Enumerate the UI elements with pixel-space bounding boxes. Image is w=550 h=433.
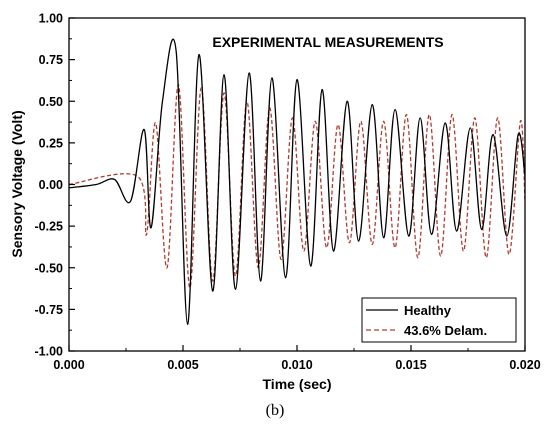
series-healthy-line xyxy=(69,38,525,326)
y-tick-label: 0.25 xyxy=(39,136,63,150)
x-tick-label: 0.015 xyxy=(395,358,426,372)
series-delam-line xyxy=(69,83,525,289)
x-tick-label: 0.010 xyxy=(281,358,312,372)
y-tick-label: -0.75 xyxy=(35,303,64,317)
y-tick-label: 0.75 xyxy=(39,53,63,67)
legend: Healthy 43.6% Delam. xyxy=(361,297,517,343)
legend-label-healthy: Healthy xyxy=(404,303,452,318)
legend-label-delam: 43.6% Delam. xyxy=(404,323,487,338)
x-tick-label: 0.000 xyxy=(53,358,84,372)
x-tick-label: 0.005 xyxy=(167,358,198,372)
chart-title: EXPERIMENTAL MEASUREMENTS xyxy=(212,34,443,50)
figure-caption: (b) xyxy=(265,402,285,419)
x-tick-label: 0.020 xyxy=(509,358,540,372)
plot-area xyxy=(69,18,525,351)
x-axis-title: Time (sec) xyxy=(263,376,332,392)
y-tick-label: -1.00 xyxy=(35,345,64,359)
y-axis-title: Sensory Voltage (Volt) xyxy=(9,110,25,257)
legend-box xyxy=(361,297,517,343)
y-tick-label: 0.50 xyxy=(39,95,63,109)
chart: 0.000 0.005 0.010 0.015 0.020 1.00 0.75 0.50 0.2… xyxy=(9,12,541,393)
y-tick-label: -0.25 xyxy=(35,220,64,234)
y-tick-label: 0.00 xyxy=(39,178,63,192)
y-tick-label: -0.50 xyxy=(35,261,64,275)
y-tick-label: 1.00 xyxy=(39,12,63,26)
